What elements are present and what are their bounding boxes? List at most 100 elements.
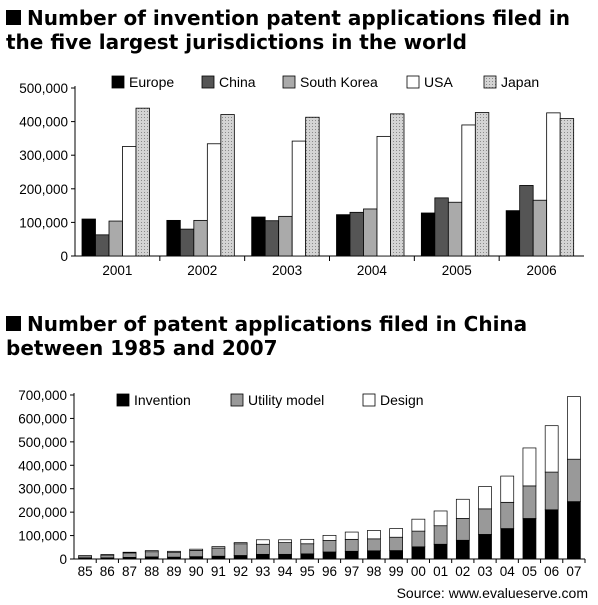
chart2-bar-segment [455, 498, 470, 519]
chart1-bar [135, 107, 150, 257]
chart2-bar-segment [300, 543, 315, 555]
chart1-bar [220, 114, 235, 257]
chart2-x-tick-label: 00 [411, 564, 426, 579]
chart1-legend-label: Europe [129, 74, 174, 90]
chart1-legend-label: South Korea [300, 74, 378, 90]
chart1-bar [447, 201, 463, 257]
chart2-bar-segment [344, 550, 359, 560]
chart2-bar-segment [167, 551, 181, 558]
chart1-bar [390, 113, 405, 257]
chart1-bar [291, 140, 307, 257]
chart2-bar-segment [411, 530, 426, 548]
chart2-bar-segment [78, 557, 92, 560]
chart1-bar [278, 215, 293, 257]
chart2-x-tick-label: 92 [233, 564, 248, 579]
chart2-bar-segment [567, 501, 581, 560]
chart2-bar-segment [122, 552, 137, 558]
chart2-x-tick-label: 96 [322, 564, 337, 579]
chart2-bar-segment [500, 475, 515, 503]
source-note: Source: www.evalueserve.com [396, 585, 588, 601]
chart2-bar-segment [144, 550, 159, 553]
chart1-y-tick-label: 200,000 [19, 182, 68, 197]
chart1-legend-label: Japan [501, 74, 539, 90]
chart1-legend-swatch [282, 75, 296, 89]
chart2-x-tick-label: 02 [455, 564, 470, 579]
chart1-bar [559, 118, 575, 257]
chart2-x-tick-label: 04 [500, 564, 516, 579]
chart2-bar-segment [100, 554, 115, 559]
chart2-y-tick-label: 600,000 [18, 411, 67, 426]
chart2-x-tick-label: 98 [366, 564, 381, 579]
chart2-bar-segment [478, 534, 492, 560]
chart2-bar-segment [233, 543, 248, 556]
chart2-x-tick-label: 95 [300, 564, 315, 579]
chart2-x-tick-label: 93 [255, 564, 270, 579]
chart2-title: Number of patent applications filed in C… [6, 312, 596, 360]
chart1-x-tick-label: 2005 [442, 263, 472, 278]
chart2-bar-segment [478, 486, 492, 510]
chart2-bar-segment [567, 458, 581, 502]
chart1-y-tick-label: 0 [60, 249, 68, 264]
chart1-bar [546, 112, 561, 257]
chart1-bar [363, 208, 378, 257]
chart1-title: Number of invention patent applications … [6, 6, 596, 54]
chart2-bar-segment [433, 525, 448, 545]
chart2-bar-segment [167, 550, 181, 553]
chart1-bar [206, 143, 222, 257]
chart2-bar-segment [100, 557, 115, 560]
chart2-bar-segment [433, 543, 448, 560]
chart2-bar-segment [300, 553, 315, 560]
chart1-bar [251, 216, 266, 257]
chart1-legend-label: China [219, 74, 256, 90]
chart2-bar-segment [344, 531, 359, 540]
chart2-x-tick-label: 99 [389, 564, 404, 579]
chart2-y-tick-label: 100,000 [18, 529, 67, 544]
chart1-bar [193, 219, 208, 257]
chart2-bar-segment [544, 471, 559, 511]
chart2-x-tick-label: 88 [144, 564, 159, 579]
chart1-y-tick-label: 500,000 [19, 81, 68, 96]
chart2-bar-segment [389, 550, 404, 560]
chart2-bar-segment [500, 528, 515, 560]
chart2-bar-segment [144, 556, 159, 560]
chart2-title-text: Number of patent applications filed in C… [6, 312, 528, 360]
chart2-bar-segment [322, 551, 337, 560]
chart2-bar-segment [455, 539, 470, 560]
chart1-bar [179, 228, 195, 257]
chart2-bar-segment [367, 538, 381, 552]
chart1-bar [461, 124, 476, 257]
chart1-bar [166, 219, 181, 257]
chart2-bar-segment [322, 534, 337, 541]
chart1-y-tick-label: 400,000 [19, 115, 68, 130]
chart2-y-tick-label: 0 [59, 552, 67, 567]
chart2-x-tick-label: 97 [344, 564, 359, 579]
chart2-bar-segment [367, 530, 381, 540]
chart2-y-tick-label: 300,000 [18, 482, 67, 497]
chart2-bar-segment [544, 425, 559, 473]
chart2-x-tick-label: 06 [544, 564, 559, 579]
chart2-bar-segment [389, 536, 404, 551]
chart1-legend-swatch [201, 75, 215, 89]
chart1-bar [264, 220, 280, 257]
chart1-y-tick-label: 100,000 [19, 215, 68, 230]
chart2-bar-segment [367, 550, 381, 560]
chart1-bar [122, 146, 137, 257]
chart2-x-tick-label: 87 [122, 564, 137, 579]
chart2-legend-label: Utility model [248, 392, 324, 408]
chart2-x-tick-label: 91 [211, 564, 226, 579]
chart1-x-tick-label: 2006 [527, 263, 557, 278]
chart2-bar-segment [189, 548, 204, 551]
chart2-bar-segment [522, 518, 537, 560]
chart2-bar-segment [278, 553, 292, 560]
chart1-x-tick-label: 2002 [187, 263, 217, 278]
chart2-bar-segment [522, 485, 537, 519]
chart2-bar-segment [255, 553, 270, 560]
square-bullet-icon [6, 316, 21, 331]
chart1-bar [505, 210, 521, 257]
chart2-bar-segment [189, 549, 204, 558]
chart1-bar [108, 220, 123, 257]
chart2-bar-segment [167, 556, 181, 560]
chart2-bar-segment [322, 540, 337, 553]
chart2-x-tick-label: 85 [78, 564, 93, 579]
chart2-bar-segment [278, 539, 292, 543]
